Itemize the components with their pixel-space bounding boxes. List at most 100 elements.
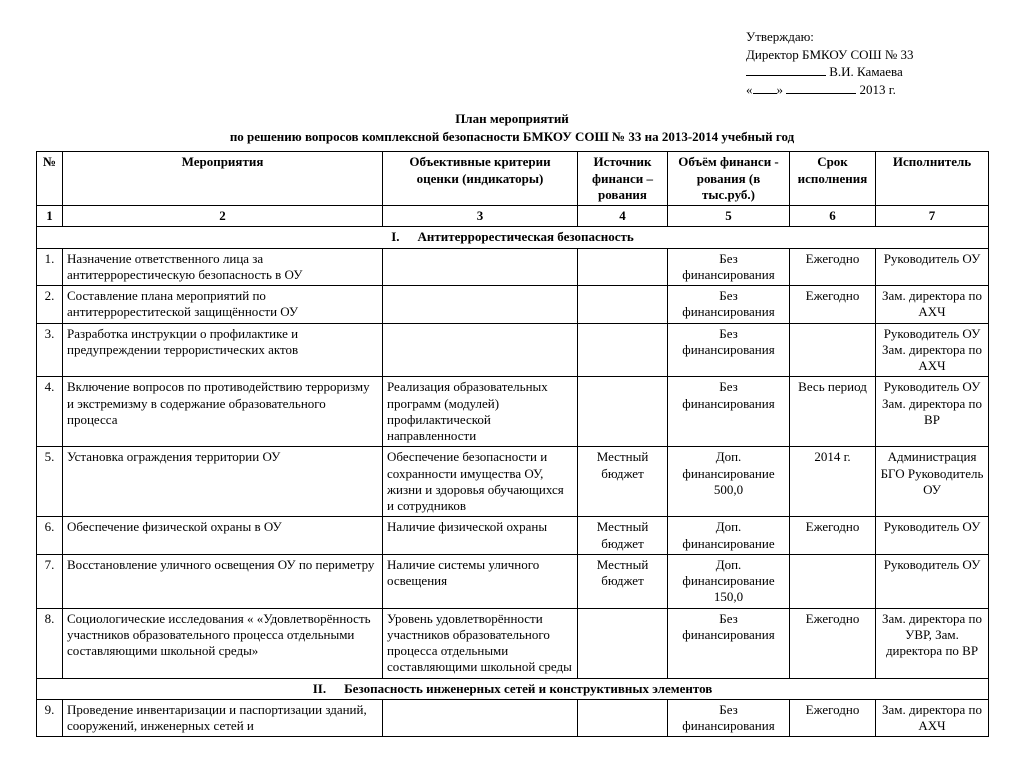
cell-event: Проведение инвентаризации и паспортизаци… — [63, 699, 383, 737]
cell-volume: Доп. финансирование — [668, 517, 790, 555]
cell-deadline: Ежегодно — [790, 248, 876, 286]
cell-criteria — [383, 286, 578, 324]
cell-deadline: Ежегодно — [790, 608, 876, 678]
cell-source: Местный бюджет — [578, 447, 668, 517]
cell-executor: Руководитель ОУ — [876, 517, 989, 555]
colnum-1: 1 — [37, 206, 63, 227]
cell-executor: Руководитель ОУ Зам. директора по ВР — [876, 377, 989, 447]
plan-table: № Мероприятия Объективные критерии оценк… — [36, 151, 989, 737]
cell-executor: Зам. директора по АХЧ — [876, 286, 989, 324]
cell-criteria — [383, 699, 578, 737]
cell-source — [578, 323, 668, 377]
cell-source: Местный бюджет — [578, 517, 668, 555]
cell-event: Социологические исследования « «Удовлетв… — [63, 608, 383, 678]
cell-deadline — [790, 323, 876, 377]
col-event: Мероприятия — [63, 152, 383, 206]
cell-deadline: Ежегодно — [790, 286, 876, 324]
col-executor: Исполнитель — [876, 152, 989, 206]
table-row: 6. Обеспечение физической охраны в ОУ На… — [37, 517, 989, 555]
cell-volume: Доп. финансирование 500,0 — [668, 447, 790, 517]
cell-num: 1. — [37, 248, 63, 286]
section-2-roman: II. — [313, 681, 326, 697]
cell-num: 2. — [37, 286, 63, 324]
colnum-3: 3 — [383, 206, 578, 227]
cell-source — [578, 248, 668, 286]
cell-volume: Без финансирования — [668, 286, 790, 324]
section-1-title: Антитеррорестическая безопасность — [418, 229, 634, 245]
cell-num: 3. — [37, 323, 63, 377]
cell-num: 5. — [37, 447, 63, 517]
table-row: 5. Установка ограждения территории ОУ Об… — [37, 447, 989, 517]
section-2-row: II. Безопасность инженерных сетей и конс… — [37, 678, 989, 699]
cell-executor: Зам. директора по УВР, Зам. директора по… — [876, 608, 989, 678]
cell-executor: Руководитель ОУ — [876, 554, 989, 608]
cell-event: Обеспечение физической охраны в ОУ — [63, 517, 383, 555]
cell-event: Установка ограждения территории ОУ — [63, 447, 383, 517]
cell-volume: Доп. финансирование 150,0 — [668, 554, 790, 608]
cell-criteria: Наличие системы уличного освещения — [383, 554, 578, 608]
colnum-6: 6 — [790, 206, 876, 227]
col-volume: Объём финанси - рования (в тыс.руб.) — [668, 152, 790, 206]
cell-source — [578, 377, 668, 447]
cell-source — [578, 286, 668, 324]
table-row: 2. Составление плана мероприятий по анти… — [37, 286, 989, 324]
cell-deadline: Весь период — [790, 377, 876, 447]
cell-criteria — [383, 248, 578, 286]
table-row: 7. Восстановление уличного освещения ОУ … — [37, 554, 989, 608]
cell-criteria — [383, 323, 578, 377]
approval-sign-line: В.И. Камаева — [746, 63, 988, 81]
cell-event: Включение вопросов по противодействию те… — [63, 377, 383, 447]
colnum-2: 2 — [63, 206, 383, 227]
table-header-row: № Мероприятия Объективные критерии оценк… — [37, 152, 989, 206]
cell-deadline — [790, 554, 876, 608]
cell-source — [578, 608, 668, 678]
cell-event: Назначение ответственного лица за антите… — [63, 248, 383, 286]
col-source: Источник финанси – рования — [578, 152, 668, 206]
cell-executor: Администрация БГО Руководитель ОУ — [876, 447, 989, 517]
table-row: 4. Включение вопросов по противодействию… — [37, 377, 989, 447]
cell-deadline: 2014 г. — [790, 447, 876, 517]
section-1-roman: I. — [391, 229, 399, 245]
document-title: План мероприятий по решению вопросов ком… — [36, 110, 988, 145]
cell-source — [578, 699, 668, 737]
approval-year: 2013 г. — [860, 82, 896, 97]
colnum-7: 7 — [876, 206, 989, 227]
cell-deadline: Ежегодно — [790, 699, 876, 737]
approval-line1: Утверждаю: — [746, 28, 988, 46]
section-2-title: Безопасность инженерных сетей и конструк… — [344, 681, 712, 697]
table-row: 9. Проведение инвентаризации и паспортиз… — [37, 699, 989, 737]
cell-criteria: Наличие физической охраны — [383, 517, 578, 555]
cell-event: Восстановление уличного освещения ОУ по … — [63, 554, 383, 608]
cell-executor: Руководитель ОУ — [876, 248, 989, 286]
cell-num: 6. — [37, 517, 63, 555]
cell-criteria: Уровень удовлетворённости участников обр… — [383, 608, 578, 678]
cell-volume: Без финансирования — [668, 248, 790, 286]
title-line1: План мероприятий — [36, 110, 988, 128]
cell-executor: Руководитель ОУ Зам. директора по АХЧ — [876, 323, 989, 377]
approval-date-line: «» 2013 г. — [746, 81, 988, 99]
cell-num: 7. — [37, 554, 63, 608]
cell-volume: Без финансирования — [668, 323, 790, 377]
approval-name: В.И. Камаева — [829, 64, 903, 79]
cell-volume: Без финансирования — [668, 377, 790, 447]
col-deadline: Срок исполнения — [790, 152, 876, 206]
title-line2: по решению вопросов комплексной безопасн… — [36, 128, 988, 146]
col-num: № — [37, 152, 63, 206]
cell-executor: Зам. директора по АХЧ — [876, 699, 989, 737]
section-1-row: I. Антитеррорестическая безопасность — [37, 227, 989, 248]
cell-deadline: Ежегодно — [790, 517, 876, 555]
colnum-4: 4 — [578, 206, 668, 227]
cell-volume: Без финансирования — [668, 699, 790, 737]
approval-block: Утверждаю: Директор БМКОУ СОШ № 33 В.И. … — [746, 28, 988, 98]
cell-num: 4. — [37, 377, 63, 447]
approval-line2: Директор БМКОУ СОШ № 33 — [746, 46, 988, 64]
table-row: 1. Назначение ответственного лица за ант… — [37, 248, 989, 286]
col-criteria: Объективные критерии оценки (индикаторы) — [383, 152, 578, 206]
cell-criteria: Реализация образовательных программ (мод… — [383, 377, 578, 447]
cell-event: Разработка инструкции о профилактике и п… — [63, 323, 383, 377]
cell-criteria: Обеспечение безопасности и сохранности и… — [383, 447, 578, 517]
table-row: 3. Разработка инструкции о профилактике … — [37, 323, 989, 377]
table-row: 8. Социологические исследования « «Удовл… — [37, 608, 989, 678]
table-colnum-row: 1 2 3 4 5 6 7 — [37, 206, 989, 227]
cell-num: 8. — [37, 608, 63, 678]
